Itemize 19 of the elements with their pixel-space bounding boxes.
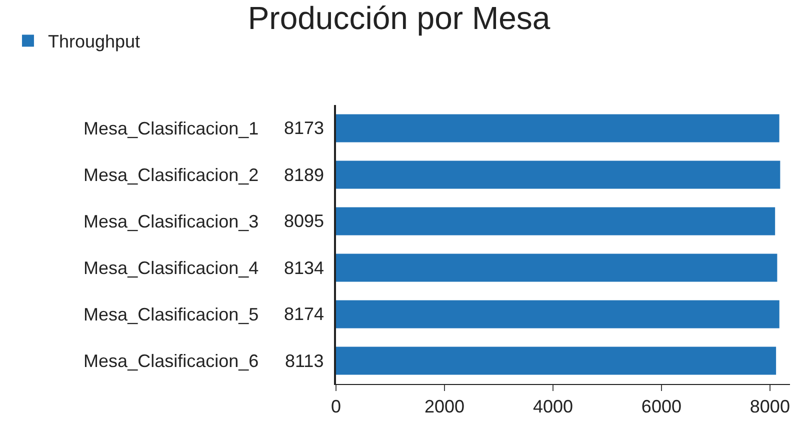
x-tick-label: 2000: [424, 396, 465, 417]
y-tick-label: Mesa_Clasificacion_1: [84, 118, 259, 139]
chart-title: Producción por Mesa: [248, 0, 550, 36]
x-tick-label: 0: [330, 396, 342, 417]
data-label: 8189: [284, 165, 324, 185]
y-tick-label: Mesa_Clasificacion_6: [84, 351, 259, 372]
x-tick-label: 4000: [532, 396, 573, 417]
y-tick-label: Mesa_Clasificacion_3: [84, 212, 259, 232]
x-tick-label: 6000: [641, 396, 682, 417]
y-tick-label: Mesa_Clasificacion_4: [84, 258, 259, 278]
data-label: 8174: [284, 304, 324, 324]
y-tick-label: Mesa_Clasificacion_2: [84, 165, 259, 186]
data-label: 8173: [284, 118, 324, 138]
data-label: 8134: [284, 258, 324, 278]
legend-label: Throughput: [48, 32, 140, 52]
data-label: 8095: [284, 211, 324, 231]
y-tick-label: Mesa_Clasificacion_5: [84, 304, 259, 325]
data-label: 8113: [285, 351, 324, 371]
x-tick-label: 8000: [750, 396, 790, 417]
